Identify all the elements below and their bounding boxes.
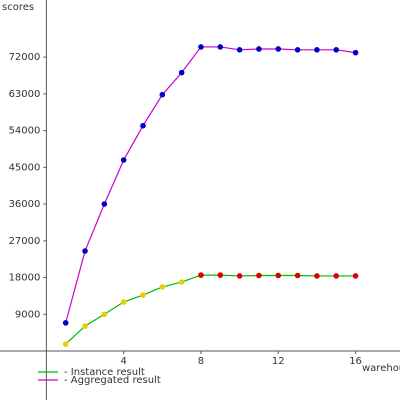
data-point bbox=[294, 46, 301, 53]
y-tick-label: 36000 bbox=[9, 199, 41, 210]
data-point bbox=[333, 46, 340, 53]
data-point bbox=[120, 299, 127, 305]
data-point bbox=[217, 272, 224, 278]
data-point bbox=[120, 157, 127, 163]
y-tick-label: 9000 bbox=[15, 309, 40, 320]
data-point bbox=[140, 122, 146, 129]
y-tick-label: 45000 bbox=[9, 162, 41, 173]
data-point bbox=[140, 292, 146, 298]
data-point bbox=[198, 44, 204, 50]
data-point bbox=[333, 273, 340, 279]
data-point bbox=[159, 284, 166, 290]
legend-label: - Instance result bbox=[64, 367, 145, 378]
x-tick-label: 16 bbox=[349, 356, 362, 367]
data-point bbox=[236, 273, 243, 279]
y-axis-label: scores bbox=[2, 2, 34, 13]
data-point bbox=[101, 201, 108, 207]
y-tick-label: 63000 bbox=[9, 89, 41, 100]
data-point bbox=[256, 272, 262, 279]
data-point bbox=[82, 323, 88, 329]
data-point bbox=[352, 49, 359, 56]
legend-label: - Aggregated result bbox=[64, 375, 161, 386]
y-tick-label: 54000 bbox=[9, 126, 41, 137]
y-tick-label: 18000 bbox=[9, 273, 41, 284]
data-point bbox=[236, 46, 243, 53]
data-point bbox=[178, 279, 185, 285]
data-point bbox=[275, 272, 282, 279]
data-point bbox=[101, 311, 108, 318]
y-tick-label: 27000 bbox=[9, 236, 41, 247]
data-point bbox=[62, 320, 69, 326]
series-line bbox=[65, 274, 356, 345]
data-point bbox=[275, 46, 282, 52]
data-point bbox=[217, 44, 224, 50]
data-point bbox=[314, 273, 320, 279]
data-point bbox=[314, 46, 320, 53]
x-tick-label: 8 bbox=[198, 356, 204, 367]
data-point bbox=[62, 341, 69, 347]
x-tick-label: 12 bbox=[272, 356, 285, 367]
data-point bbox=[352, 273, 359, 279]
data-point bbox=[159, 91, 166, 98]
data-point bbox=[82, 248, 88, 254]
data-point bbox=[294, 272, 301, 279]
data-point bbox=[256, 46, 262, 52]
y-tick-label: 72000 bbox=[9, 52, 41, 63]
data-point bbox=[198, 272, 204, 278]
data-point bbox=[178, 69, 185, 76]
series-line bbox=[65, 46, 356, 324]
x-axis-label: warehou bbox=[362, 363, 400, 374]
x-tick-label: 4 bbox=[120, 356, 126, 367]
